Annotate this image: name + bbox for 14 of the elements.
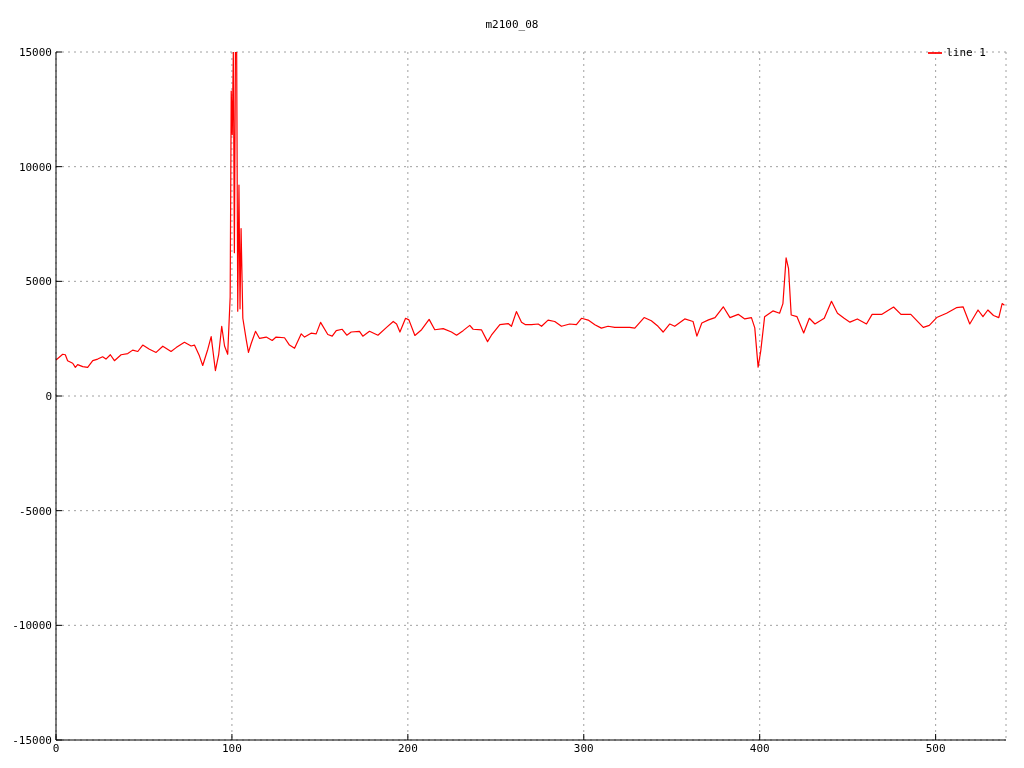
x-tick-label: 300: [573, 741, 594, 755]
y-tick-label: -5000: [18, 504, 52, 518]
legend-label: line 1: [946, 46, 986, 59]
x-tick-label: 400: [749, 741, 770, 755]
chart-title: m2100_08: [484, 18, 540, 31]
x-tick-label: 100: [221, 741, 242, 755]
y-tick-label: 0: [45, 389, 52, 403]
y-tick-label: 10000: [18, 160, 52, 174]
y-tick-label: -10000: [12, 619, 52, 633]
x-tick-label: 200: [397, 741, 418, 755]
y-tick-label: 5000: [25, 275, 52, 289]
y-tick-label: 15000: [18, 45, 52, 59]
y-tick-label: -15000: [12, 733, 52, 747]
x-tick-label: 500: [925, 741, 946, 755]
